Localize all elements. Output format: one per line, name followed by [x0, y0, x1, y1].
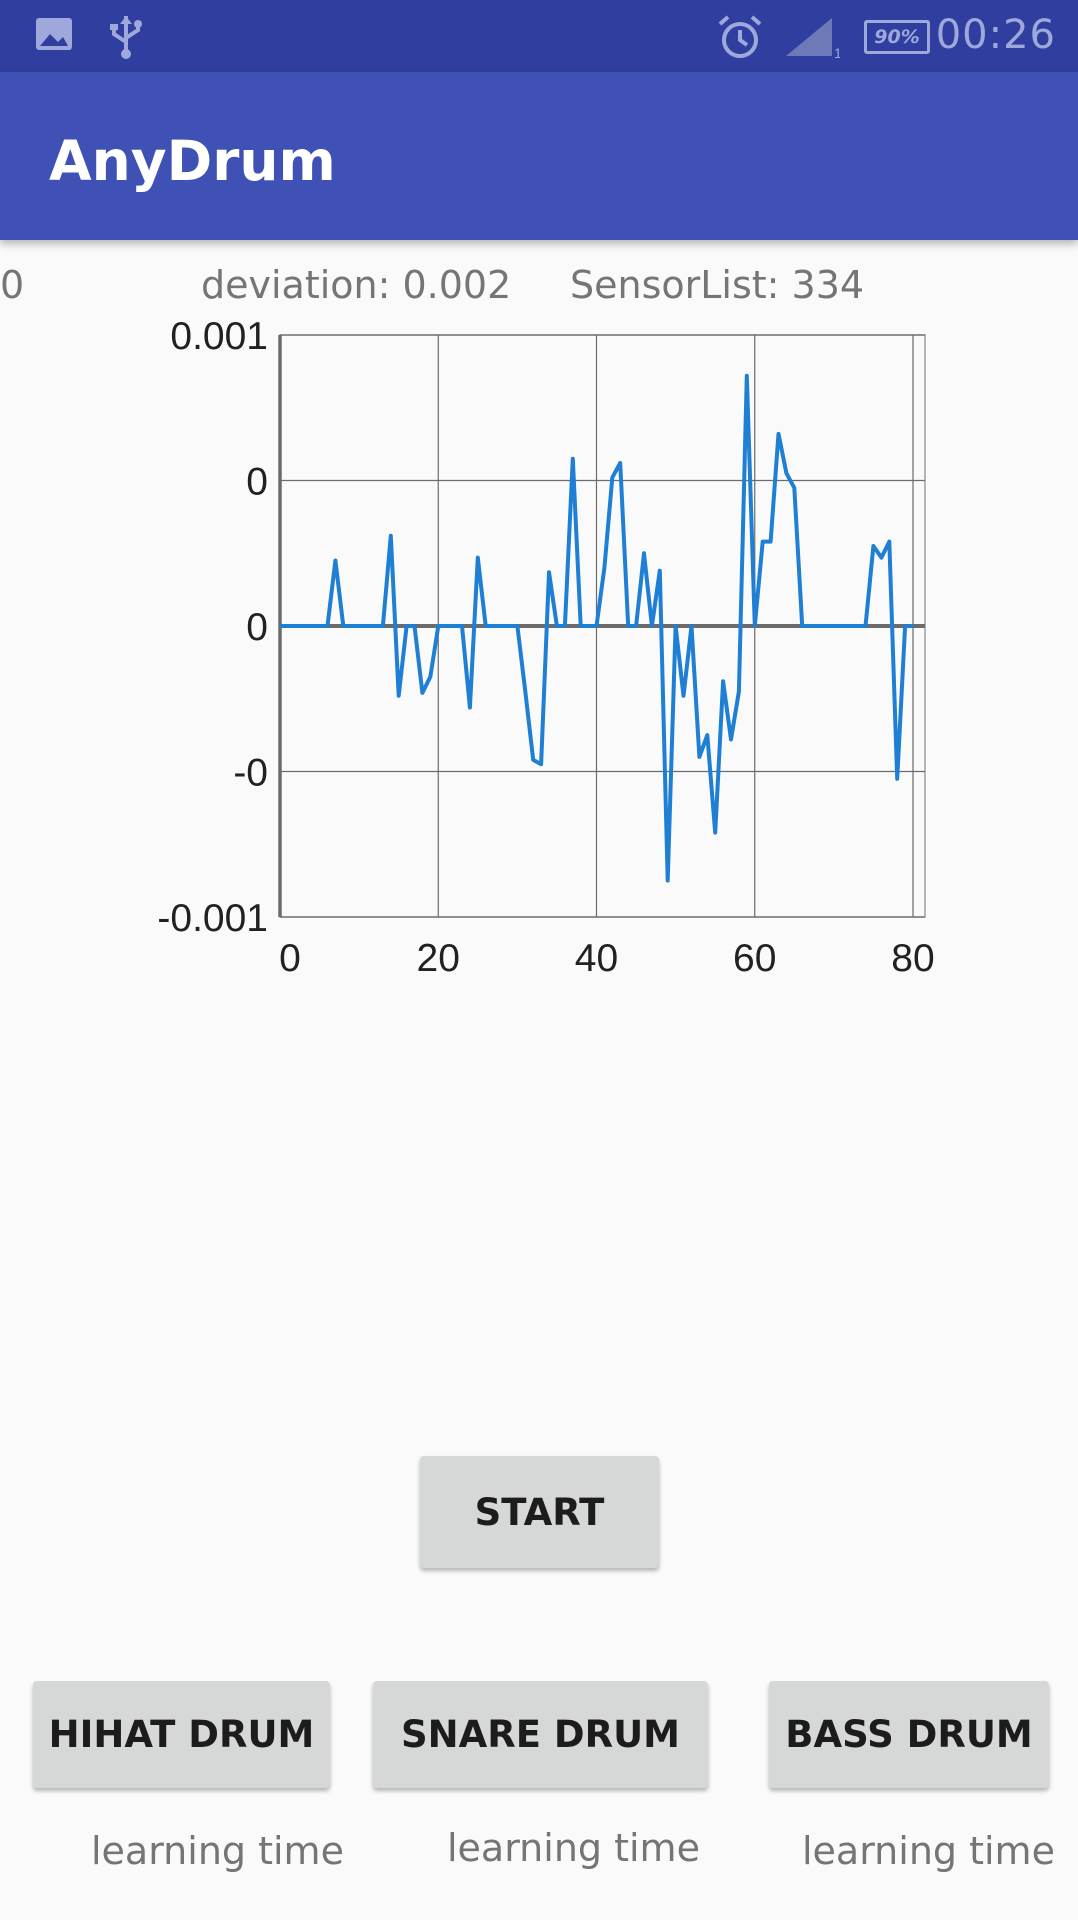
image-icon: [36, 18, 72, 50]
x-tick-label: 40: [575, 937, 618, 980]
y-tick-label: 0.001: [170, 315, 268, 358]
battery-icon: 90%: [864, 20, 930, 54]
deviation-text: deviation: 0.002: [201, 263, 512, 307]
x-tick-label: 0: [279, 937, 301, 980]
left-value-text: 0: [0, 263, 25, 307]
x-tick-label: 20: [417, 937, 460, 980]
sensor-chart-svg: 0.001 0 0 -0 -0.001 0 20 40 60 80: [157, 315, 934, 980]
start-button[interactable]: START: [420, 1456, 659, 1568]
x-tick-label: 60: [733, 937, 776, 980]
hihat-drum-button[interactable]: HIHAT DRUM: [33, 1681, 330, 1788]
bass-learning-time-label: learning time: [802, 1829, 1055, 1873]
series-line: [280, 373, 913, 883]
bass-drum-button[interactable]: BASS DRUM: [769, 1681, 1049, 1788]
sensor-list-text: SensorList: 334: [570, 263, 865, 307]
y-tick-label: -0: [233, 752, 268, 795]
hihat-learning-time-label: learning time: [91, 1829, 344, 1873]
y-tick-label: -0.001: [157, 897, 268, 940]
y-tick-label: 0: [246, 606, 268, 649]
alarm-icon: [718, 15, 762, 58]
signal-sub-label: 1: [834, 45, 840, 60]
snare-drum-button[interactable]: SNARE DRUM: [373, 1681, 708, 1788]
status-time: 00:26: [935, 12, 1056, 58]
usb-icon: [110, 16, 142, 59]
x-tick-label: 80: [891, 937, 934, 980]
snare-learning-time-label: learning time: [447, 1826, 700, 1870]
app-title: AnyDrum: [49, 129, 336, 193]
y-tick-label: 0: [246, 461, 268, 504]
sensor-chart: 0.001 0 0 -0 -0.001 0 20 40 60 80: [0, 300, 1078, 1000]
battery-level-text: 90%: [874, 26, 920, 48]
signal-icon: 1: [786, 18, 840, 60]
status-bar: 1 90% 00:26: [0, 0, 1078, 72]
app-bar: AnyDrum: [0, 72, 1078, 240]
